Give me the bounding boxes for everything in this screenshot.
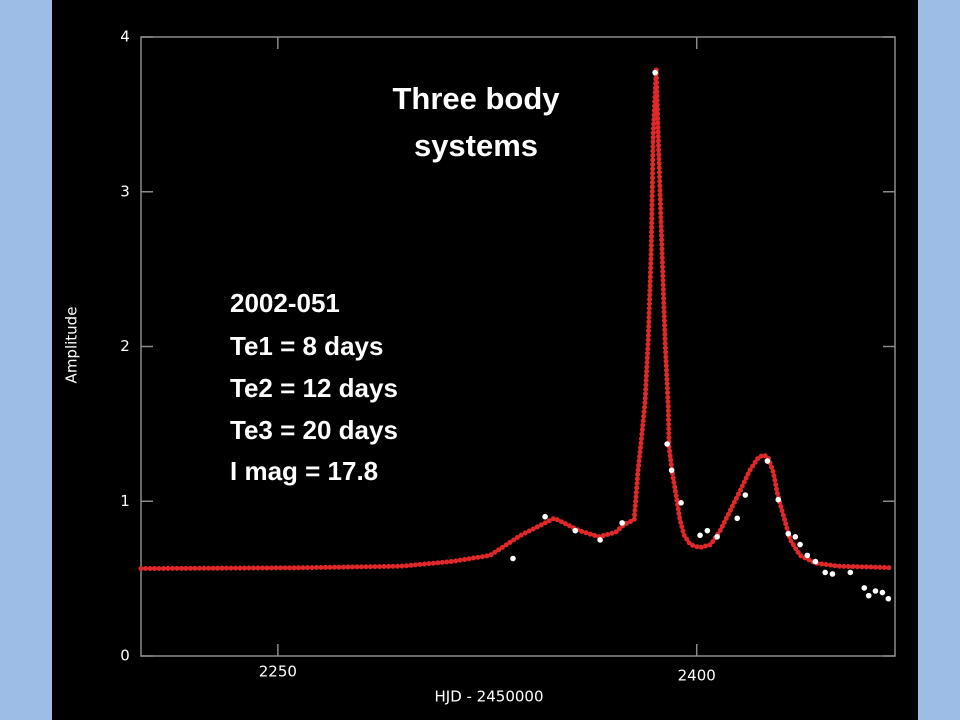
data-point <box>872 588 879 594</box>
data-point <box>734 515 741 522</box>
data-point <box>572 527 579 534</box>
data-point <box>542 513 548 520</box>
data-point <box>742 492 749 498</box>
model-curve <box>138 69 895 572</box>
data-point <box>797 541 803 548</box>
annotation: Three body <box>392 81 560 116</box>
slide-background <box>52 0 918 720</box>
data-point <box>861 585 868 591</box>
data-point <box>792 534 799 540</box>
data-point <box>847 569 854 576</box>
annotation: I mag = 17.8 <box>230 456 378 486</box>
annotation: Te1 = 8 days <box>230 331 383 361</box>
y-axis-label: Amplitude <box>63 307 81 384</box>
data-point <box>764 458 771 464</box>
data-point <box>597 537 603 543</box>
data-point <box>619 520 625 526</box>
annotation: Te3 = 20 days <box>230 415 398 445</box>
data-point <box>804 552 811 559</box>
data-point <box>714 534 720 540</box>
data-point <box>664 441 670 447</box>
annotation: 2002-051 <box>230 288 340 318</box>
y-tick-label: 0 <box>120 647 130 665</box>
data-point <box>785 530 792 537</box>
data-point <box>822 569 828 576</box>
data-point <box>652 69 658 76</box>
data-point <box>829 571 836 577</box>
data-point <box>678 499 684 506</box>
y-tick-label: 4 <box>120 28 130 46</box>
x-axis-label: HJD - 2450000 <box>434 688 543 706</box>
data-point <box>812 558 819 565</box>
y-tick-label: 3 <box>120 182 130 200</box>
data-point <box>704 527 711 534</box>
annotation: Te2 = 12 days <box>230 373 398 403</box>
y-tick-label: 2 <box>120 337 130 355</box>
data-point <box>697 532 703 539</box>
data-point <box>775 496 782 503</box>
data-point <box>668 467 675 474</box>
data-point <box>879 589 886 596</box>
x-tick-label: 2250 <box>259 663 297 681</box>
annotation: systems <box>414 128 538 163</box>
y-tick-label: 1 <box>120 492 130 510</box>
data-point <box>865 592 872 599</box>
x-tick-label: 2400 <box>678 667 716 685</box>
data-point <box>885 595 892 602</box>
data-point <box>510 555 516 562</box>
